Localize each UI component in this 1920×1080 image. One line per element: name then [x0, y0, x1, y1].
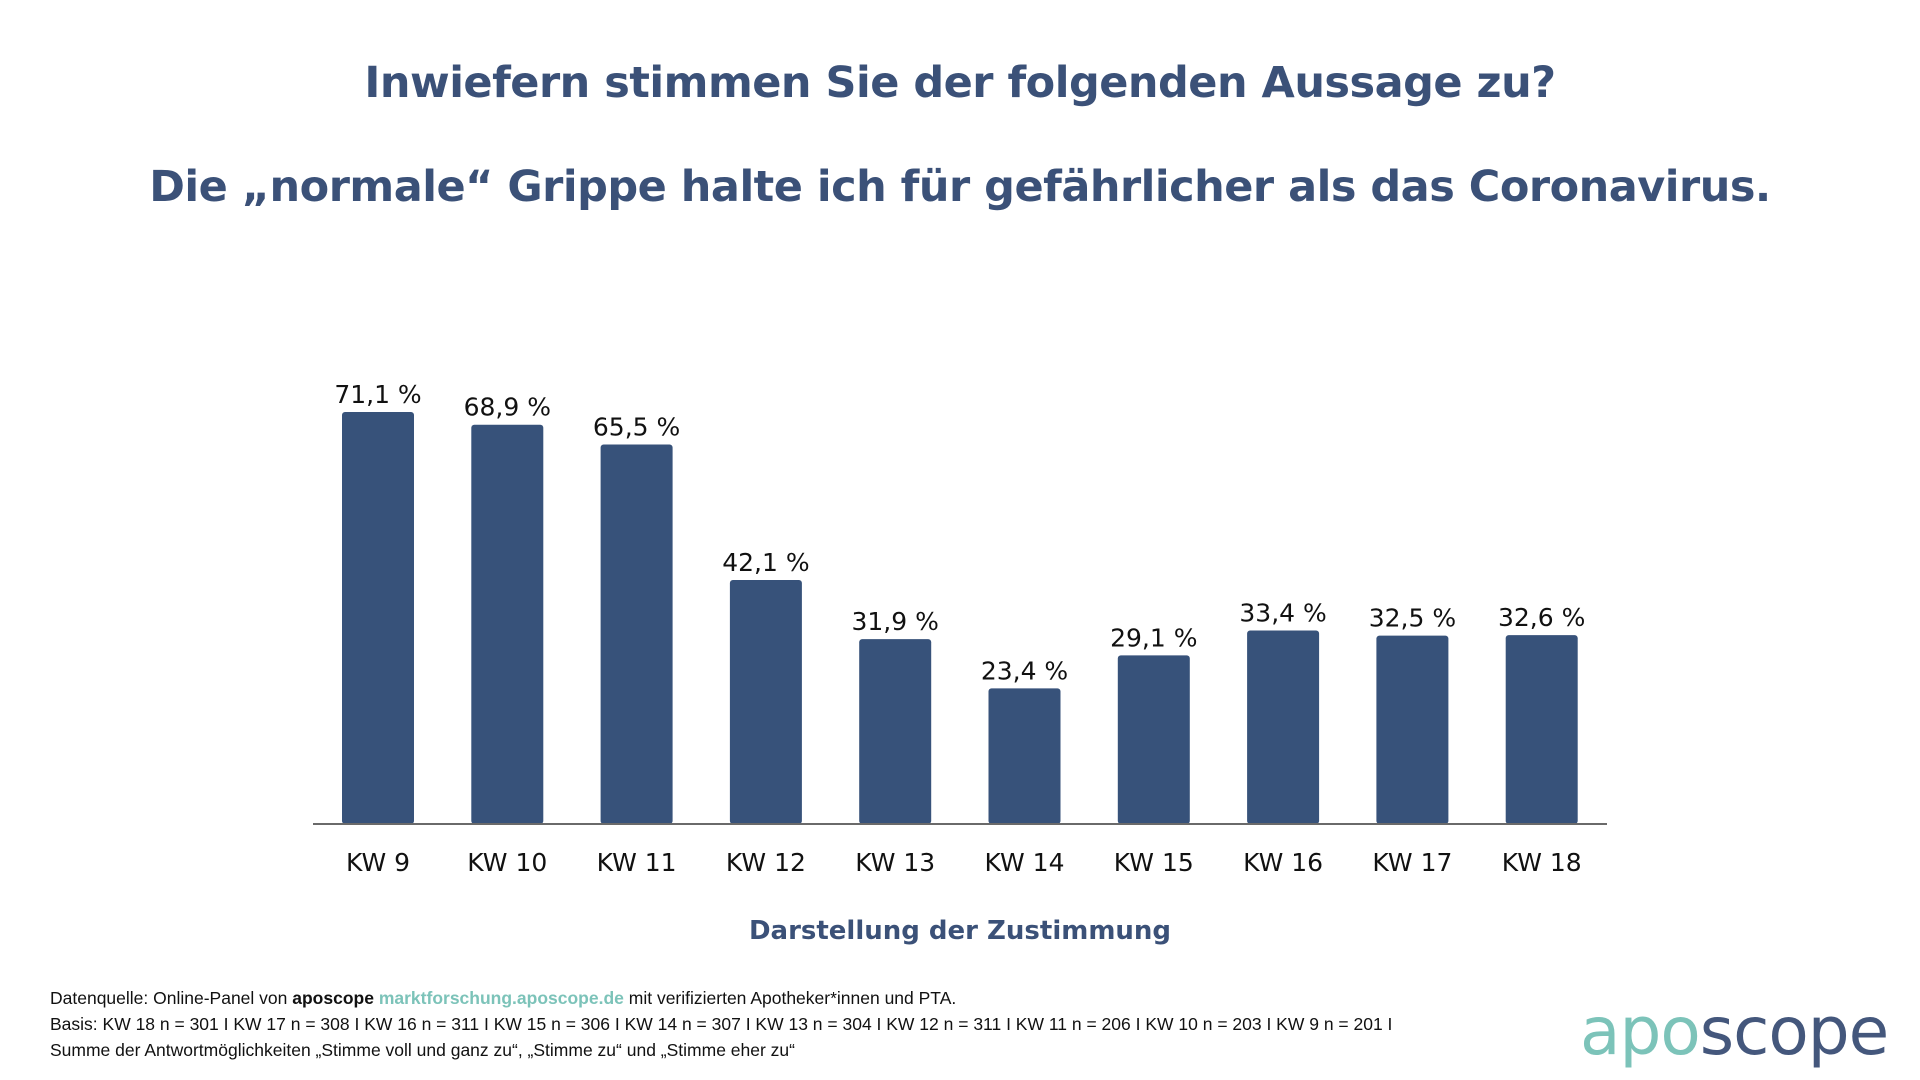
- chart-title: Inwiefern stimmen Sie der folgenden Auss…: [364, 58, 1556, 108]
- footer-brand: aposcope: [292, 988, 374, 1008]
- bar-kw-15: [1117, 655, 1190, 824]
- aposcope-logo: aposcope: [1580, 993, 1890, 1070]
- bar-chart: 71,1 % KW 9 68,9 % KW 10 65,5 % KW 11 42,1 % KW…: [313, 380, 1607, 877]
- data-label: 23,4 %: [981, 656, 1068, 685]
- data-label: 42,1 %: [722, 548, 809, 577]
- footer-source-prefix: Datenquelle: Online-Panel von: [50, 988, 293, 1008]
- data-label: 32,6 %: [1498, 603, 1585, 632]
- bar-kw-12: [729, 580, 802, 824]
- x-tick-label: KW 14: [985, 848, 1065, 877]
- footer-line-basis: Basis: KW 18 n = 301 I KW 17 n = 308 I K…: [50, 1014, 1393, 1034]
- x-tick-label: KW 11: [597, 848, 677, 877]
- bar-kw-14: [988, 688, 1061, 824]
- bar-kw-16: [1247, 630, 1320, 824]
- x-tick-label: KW 18: [1502, 848, 1582, 877]
- x-tick-label: KW 13: [855, 848, 935, 877]
- logo-part-apo: apo: [1580, 993, 1701, 1070]
- data-label: 31,9 %: [852, 607, 939, 636]
- x-tick-label: KW 10: [467, 848, 547, 877]
- data-label: 71,1 %: [334, 380, 421, 409]
- x-tick-label: KW 17: [1372, 848, 1452, 877]
- x-tick-label: KW 16: [1243, 848, 1323, 877]
- x-tick-label: KW 9: [346, 848, 410, 877]
- bar-kw-9: [342, 412, 414, 824]
- logo-part-scope: scope: [1699, 993, 1890, 1070]
- data-label: 32,5 %: [1369, 604, 1456, 633]
- data-label: 68,9 %: [464, 393, 551, 422]
- bar-kw-17: [1376, 635, 1449, 824]
- footer-source: Datenquelle: Online-Panel von aposcope m…: [50, 985, 1392, 1063]
- chart-subtitle: Die „normale“ Grippe halte ich für gefäh…: [149, 162, 1771, 212]
- x-tick-label: KW 12: [726, 848, 806, 877]
- footer-line-note: Summe der Antwortmöglichkeiten „Stimme v…: [50, 1040, 795, 1060]
- x-axis-title: Darstellung der Zustimmung: [748, 916, 1172, 946]
- footer-link[interactable]: marktforschung.aposcope.de: [378, 988, 624, 1008]
- bar-kw-18: [1505, 635, 1578, 824]
- footer-line-source: Datenquelle: Online-Panel von aposcope m…: [50, 985, 1392, 1011]
- x-tick-label: KW 15: [1114, 848, 1194, 877]
- footer-source-suffix: mit verifizierten Apotheker*innen und PT…: [623, 988, 957, 1008]
- bar-kw-13: [859, 639, 932, 824]
- data-label: 29,1 %: [1110, 623, 1197, 652]
- data-label: 65,5 %: [593, 412, 680, 441]
- data-label: 33,4 %: [1239, 598, 1326, 627]
- bar-kw-10: [471, 424, 544, 824]
- bar-kw-11: [600, 444, 673, 824]
- bars-group: 71,1 % KW 9 68,9 % KW 10 65,5 % KW 11 42,1 % KW…: [334, 380, 1585, 877]
